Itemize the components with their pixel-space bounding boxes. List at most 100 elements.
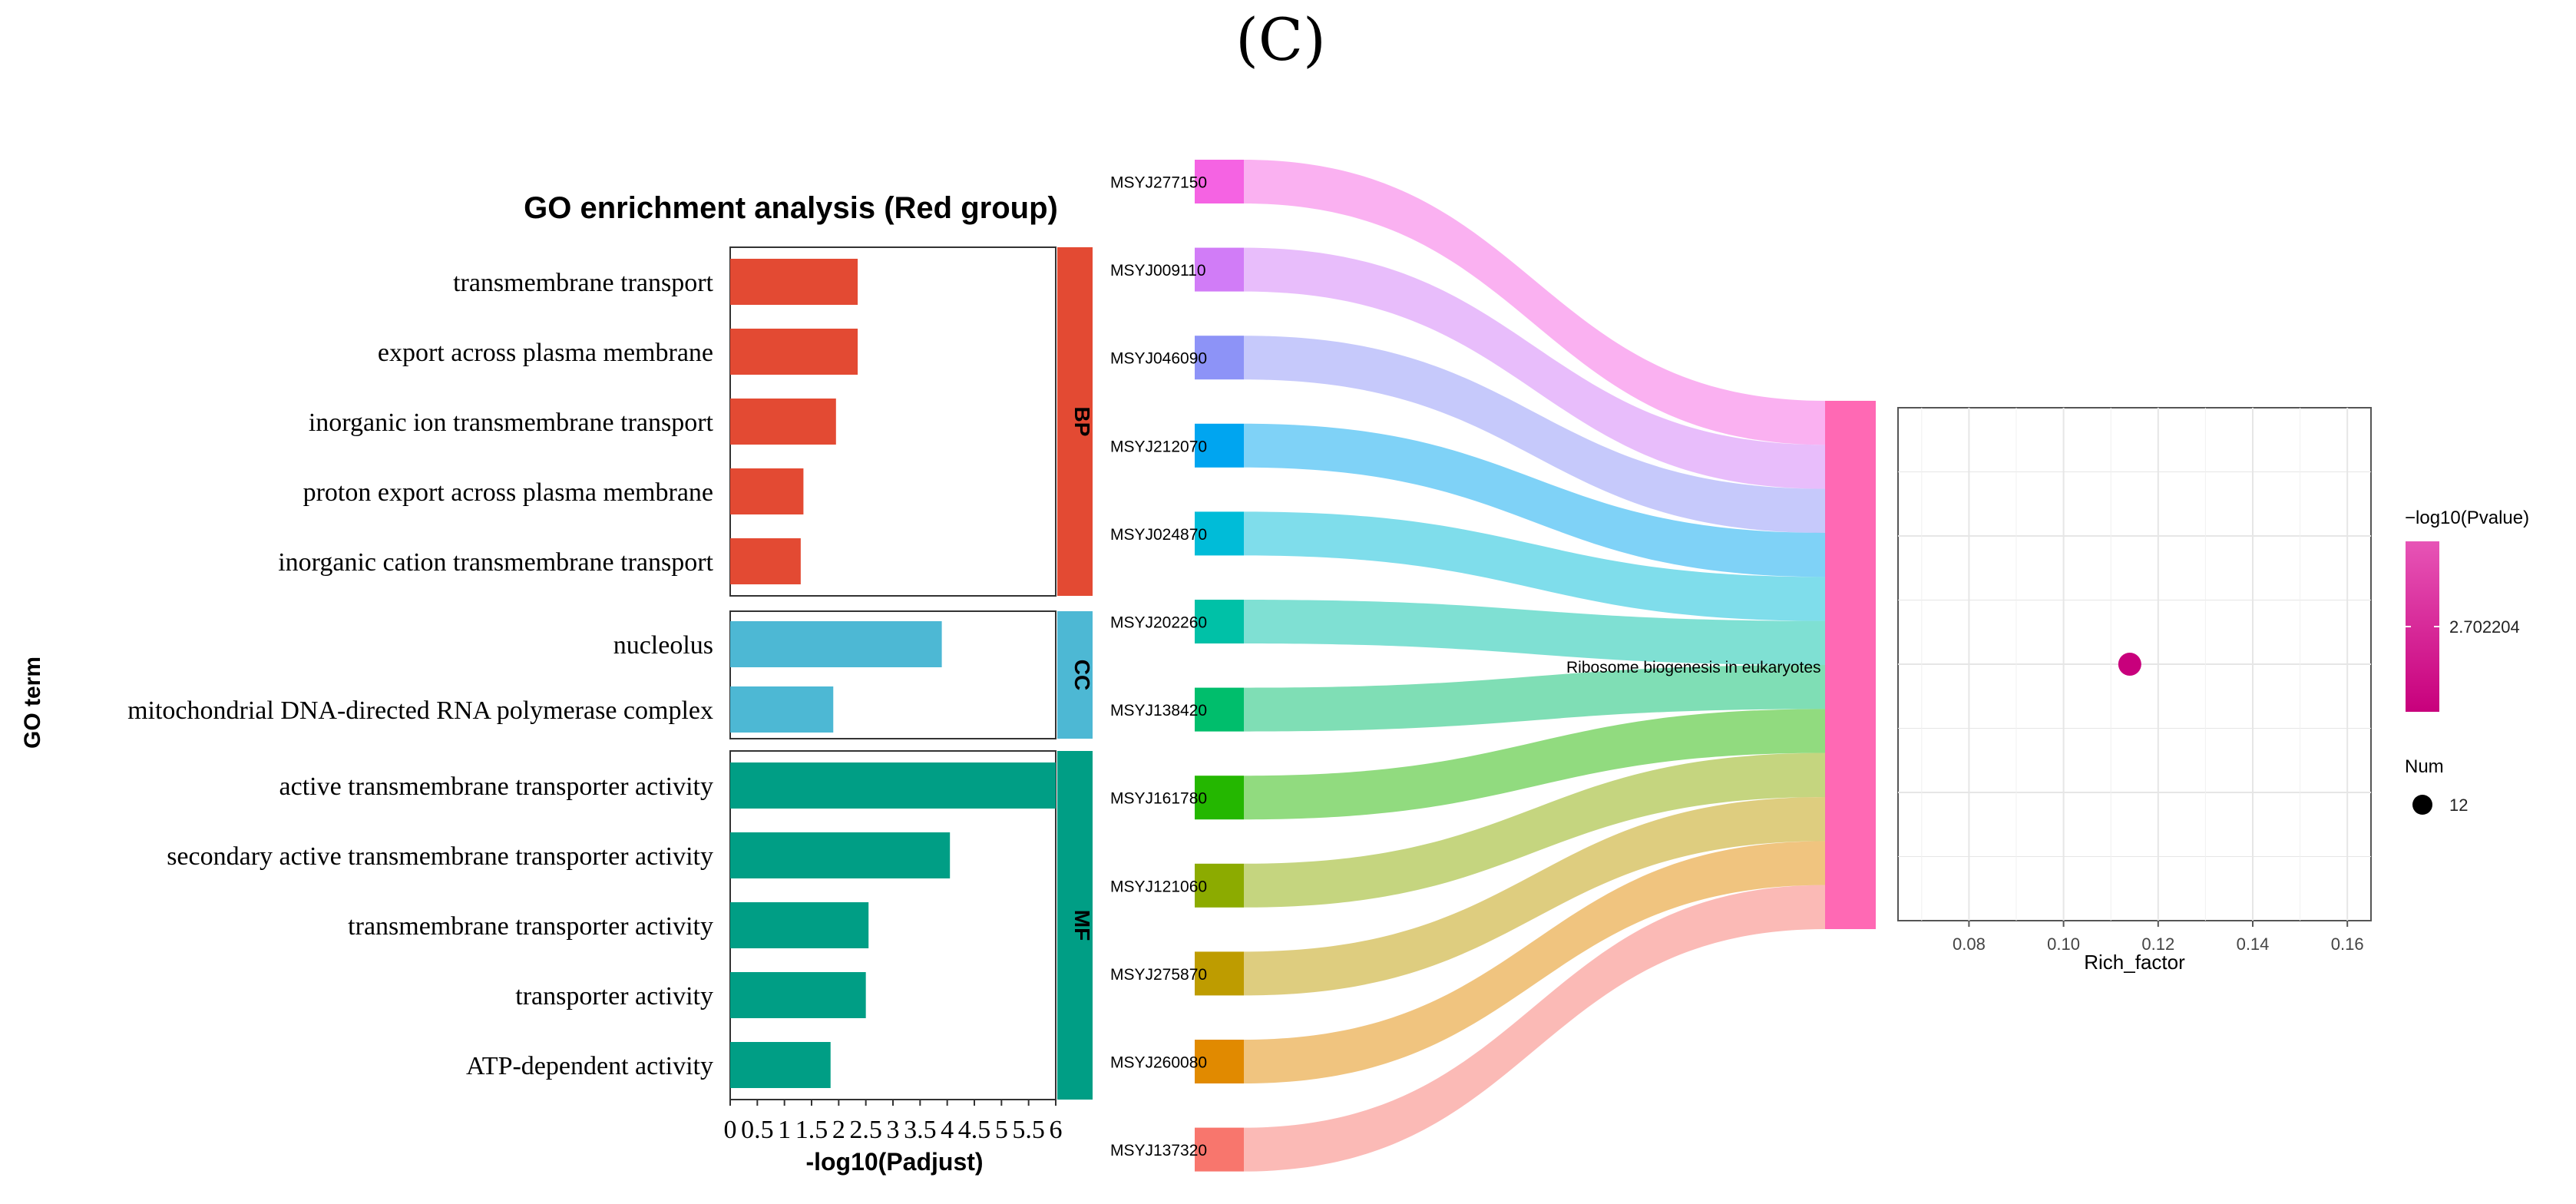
bar [730, 686, 834, 733]
bar-term-label: nucleolus [613, 631, 713, 660]
size-legend-value: 12 [2449, 796, 2468, 815]
bar-term-label: transporter activity [515, 982, 713, 1011]
gene-node [1195, 1127, 1244, 1172]
gene-node [1195, 247, 1244, 292]
gene-node [1195, 1040, 1244, 1083]
bar [730, 902, 869, 948]
scatter-x-tick-label: 0.12 [2141, 934, 2174, 954]
sankey-diagram: Ribosome biogenesis in eukaryotes MSYJ27… [1110, 160, 1876, 1172]
bar [730, 259, 858, 305]
x-tick-label: 4 [941, 1116, 954, 1144]
gene-label: MSYJ138420 [1110, 702, 1207, 719]
x-tick-label: 6 [1050, 1116, 1063, 1144]
x-tick-label: 1.5 [795, 1116, 828, 1144]
bar-chart-title: GO enrichment analysis (Red group) [524, 191, 1058, 225]
gene-label: MSYJ121060 [1110, 878, 1207, 895]
x-tick-label: 2.5 [849, 1116, 882, 1144]
sankey-flow [1244, 423, 1825, 577]
y-axis-label: GO term [20, 657, 45, 749]
gene-label: MSYJ275870 [1110, 966, 1207, 984]
bar-term-label: mitochondrial DNA-directed RNA polymeras… [127, 696, 713, 725]
facet-strip-bp [1057, 247, 1093, 596]
sankey-flow [1244, 160, 1825, 445]
x-tick-label: 0.5 [741, 1116, 774, 1144]
gene-node [1195, 600, 1244, 643]
pathway-label: Ribosome biogenesis in eukaryotes [1566, 659, 1821, 676]
bar [730, 468, 804, 514]
color-legend-value: 2.702204 [2449, 617, 2520, 637]
bar-term-label: export across plasma membrane [378, 339, 713, 367]
x-tick-label: 0 [724, 1116, 737, 1144]
sankey-flow [1244, 841, 1825, 1083]
scatter-x-tick-label: 0.16 [2331, 934, 2364, 954]
bar-term-label: ATP-dependent activity [466, 1052, 713, 1080]
bar [730, 972, 866, 1018]
gene-node [1195, 687, 1244, 732]
bar-term-label: transmembrane transport [453, 269, 713, 297]
x-tick-label: 5.5 [1012, 1116, 1045, 1144]
sankey-flow [1244, 247, 1825, 489]
sankey-flow [1244, 797, 1825, 996]
facet-strip-label: BP [1070, 407, 1094, 437]
bar-term-label: inorganic cation transmembrane transport [278, 548, 713, 577]
bar [730, 538, 801, 584]
gene-label: MSYJ277150 [1110, 174, 1207, 192]
facet-strip-label: MF [1070, 910, 1094, 941]
x-tick-label: 4.5 [958, 1116, 991, 1144]
gene-node [1195, 511, 1244, 556]
bar [730, 1042, 831, 1088]
bar [730, 832, 951, 878]
gene-node [1195, 951, 1244, 996]
gene-node [1195, 336, 1244, 380]
gene-node [1195, 423, 1244, 468]
sankey-flow [1244, 885, 1825, 1172]
bar [730, 399, 836, 445]
scatter-x-tick-label: 0.10 [2047, 934, 2080, 954]
sankey-flow [1244, 511, 1825, 621]
bar [730, 329, 858, 375]
x-tick-label: 1 [778, 1116, 791, 1144]
x-tick-label: 3.5 [904, 1116, 937, 1144]
x-tick-label: 5 [995, 1116, 1008, 1144]
color-legend-title: −log10(Pvalue) [2405, 508, 2529, 528]
size-legend-dot [2412, 795, 2432, 815]
gene-node [1195, 160, 1244, 203]
bar-term-label: inorganic ion transmembrane transport [309, 408, 714, 437]
sankey-flow [1244, 709, 1825, 820]
gene-label: MSYJ009110 [1110, 262, 1206, 280]
rich-factor-scatter: 0.08 0.10 0.12 0.14 0.16 Rich_factor −log10(… [1897, 407, 2529, 974]
scatter-point [2118, 653, 2141, 676]
bar-term-label: active transmembrane transporter activit… [279, 772, 713, 801]
go-bar-chart: GO enrichment analysis (Red group) trans… [20, 191, 1094, 1176]
gene-label: MSYJ202260 [1110, 614, 1207, 632]
gene-label: MSYJ137320 [1110, 1142, 1207, 1159]
scatter-x-label: Rich_factor [2084, 951, 2185, 974]
x-tick-label: 2 [832, 1116, 845, 1144]
gene-node [1195, 776, 1244, 820]
gene-label: MSYJ024870 [1110, 526, 1207, 544]
bar [730, 621, 942, 667]
scatter-x-tick-label: 0.14 [2237, 934, 2270, 954]
gene-label: MSYJ046090 [1110, 350, 1207, 368]
x-tick-label: 3 [887, 1116, 900, 1144]
scatter-x-tick-label: 0.08 [1953, 934, 1986, 954]
gene-label: MSYJ161780 [1110, 790, 1207, 808]
bar-term-label: proton export across plasma membrane [303, 478, 713, 507]
sankey-flow [1244, 665, 1825, 732]
x-axis-label: -log10(Padjust) [805, 1148, 983, 1176]
pathway-node [1825, 401, 1876, 929]
size-legend-title: Num [2405, 756, 2444, 777]
bar-term-label: secondary active transmembrane transport… [167, 842, 713, 871]
bar [730, 762, 1056, 809]
facet-strip-label: CC [1070, 660, 1094, 690]
gene-label: MSYJ212070 [1110, 438, 1207, 455]
gene-node [1195, 863, 1244, 908]
color-legend-bar [2406, 541, 2439, 712]
sankey-flow [1244, 600, 1825, 665]
facet-strip-mf [1057, 751, 1093, 1100]
sankey-flow [1244, 336, 1825, 533]
sankey-flow [1244, 752, 1825, 908]
facet-strip-cc [1057, 611, 1093, 739]
gene-label: MSYJ260080 [1110, 1054, 1207, 1072]
